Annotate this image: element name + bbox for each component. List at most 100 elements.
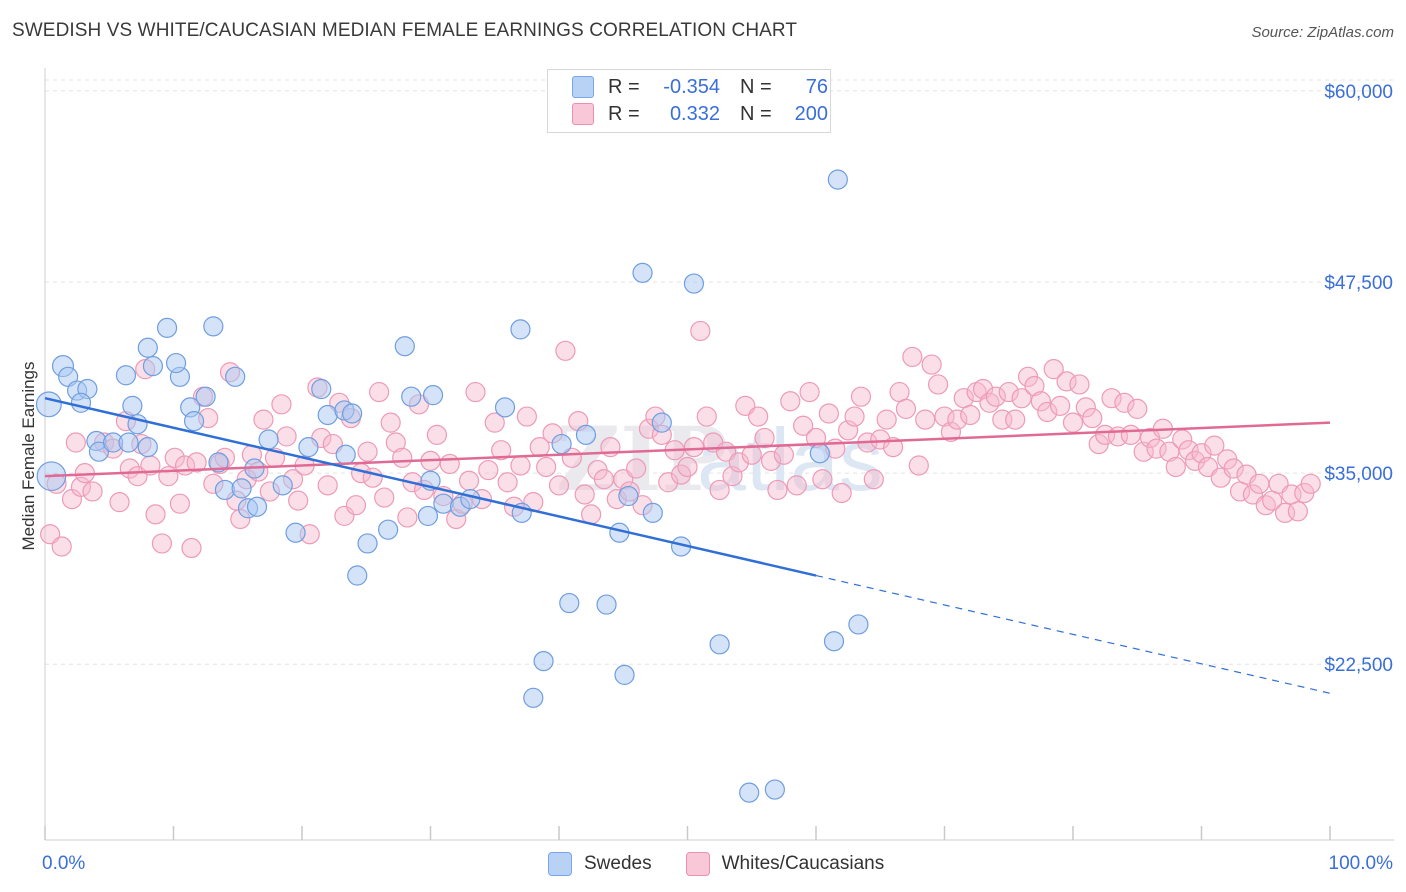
data-point-whites <box>374 487 395 508</box>
data-point-swedes <box>165 352 187 374</box>
data-point-whites <box>625 458 647 479</box>
data-point-whites <box>1249 473 1270 494</box>
data-point-whites <box>317 475 338 496</box>
data-point-whites <box>934 406 955 427</box>
data-point-whites <box>51 536 72 557</box>
data-point-whites <box>876 409 897 430</box>
data-point-whites <box>754 427 775 449</box>
legend-row-whites: R = 0.332 N = 200 <box>572 101 828 127</box>
series-label-swedes: Swedes <box>584 853 652 874</box>
data-point-whites <box>1011 388 1032 409</box>
data-point-whites <box>181 537 202 559</box>
source-label: Source: ZipAtlas.com <box>1251 24 1394 41</box>
trend-line-swedes <box>44 396 817 577</box>
data-point-swedes <box>377 519 399 540</box>
data-point-whites <box>1005 409 1026 430</box>
series-swatch-whites <box>685 852 710 876</box>
data-point-whites <box>145 504 166 525</box>
y-tick-label: $22,500 <box>1324 655 1393 676</box>
data-point-whites <box>863 469 884 490</box>
data-point-whites <box>253 409 274 430</box>
y-tick-label: $47,500 <box>1324 273 1393 294</box>
series-legend-item-swedes: Swedes <box>548 852 652 876</box>
data-point-whites <box>690 320 711 342</box>
data-point-swedes <box>342 403 363 424</box>
legend-swatch-swedes <box>572 76 594 98</box>
data-point-whites <box>288 490 309 511</box>
data-point-swedes <box>394 336 415 357</box>
data-point-swedes <box>683 273 705 294</box>
data-point-whites <box>385 432 406 453</box>
data-point-whites <box>1114 392 1135 413</box>
data-point-whites <box>1062 412 1084 433</box>
data-point-swedes <box>142 355 164 377</box>
data-point-whites <box>109 492 130 513</box>
data-point-whites <box>812 469 833 490</box>
data-point-whites <box>1300 473 1321 494</box>
legend-r-label: R = <box>608 102 640 125</box>
data-point-swedes <box>156 317 178 338</box>
data-point-whites <box>271 394 292 415</box>
data-point-whites <box>1030 391 1051 412</box>
legend-swatch-whites <box>572 103 594 125</box>
data-point-whites <box>780 391 801 412</box>
data-point-whites <box>882 437 904 458</box>
data-point-whites <box>985 386 1007 407</box>
data-point-whites <box>767 479 788 501</box>
data-point-whites <box>345 495 367 516</box>
data-point-swedes <box>510 319 531 340</box>
data-point-swedes <box>347 565 368 586</box>
data-point-whites <box>844 406 865 427</box>
data-point-whites <box>478 459 499 481</box>
data-point-whites <box>741 444 762 465</box>
data-point-swedes <box>311 378 332 400</box>
data-point-whites <box>1082 407 1103 429</box>
data-point-whites <box>439 453 460 475</box>
data-point-whites <box>870 429 891 450</box>
data-point-swedes <box>246 496 268 517</box>
data-point-whites <box>1075 397 1096 418</box>
data-point-swedes <box>642 502 663 523</box>
data-point-swedes <box>137 337 158 358</box>
data-point-whites <box>1056 371 1077 392</box>
chart-title: SWEDISH VS WHITE/CAUCASIAN MEDIAN FEMALE… <box>12 20 798 41</box>
data-point-swedes <box>88 441 110 462</box>
data-point-whites <box>799 381 820 403</box>
data-point-whites <box>1146 438 1167 459</box>
data-point-whites <box>998 381 1019 403</box>
data-point-whites <box>760 450 782 471</box>
data-point-whites <box>1024 375 1045 397</box>
series-legend-item-whites: Whites/Caucasians <box>685 852 885 876</box>
legend-r-value: -0.354 <box>663 75 720 98</box>
data-point-whites <box>1043 359 1064 380</box>
data-point-swedes <box>614 664 635 685</box>
data-point-swedes <box>298 437 319 458</box>
data-point-whites <box>164 447 185 468</box>
data-point-whites <box>357 441 378 462</box>
data-point-whites <box>1287 501 1308 522</box>
data-point-swedes <box>460 488 481 510</box>
x-tick-label-start: 0.0% <box>42 853 85 874</box>
data-point-whites <box>677 456 698 478</box>
data-point-swedes <box>225 366 246 387</box>
data-point-whites <box>818 403 839 424</box>
data-point-swedes <box>739 782 760 803</box>
series-label-whites: Whites/Caucasians <box>721 853 885 874</box>
data-point-whites <box>65 432 86 453</box>
data-point-whites <box>392 447 413 468</box>
data-point-swedes <box>575 424 597 445</box>
data-point-whites <box>1120 424 1141 445</box>
data-point-whites <box>1101 388 1122 409</box>
data-point-whites <box>1037 401 1058 423</box>
data-point-swedes <box>651 412 672 433</box>
data-point-whites <box>497 472 518 493</box>
data-point-whites <box>169 493 191 514</box>
data-point-whites <box>658 472 679 493</box>
data-point-whites <box>593 469 615 490</box>
data-point-whites <box>831 482 852 504</box>
data-point-swedes <box>401 386 422 407</box>
data-point-swedes <box>433 493 454 514</box>
y-tick-label: $35,000 <box>1324 464 1393 485</box>
data-point-swedes <box>122 395 143 416</box>
data-point-whites <box>426 424 448 445</box>
